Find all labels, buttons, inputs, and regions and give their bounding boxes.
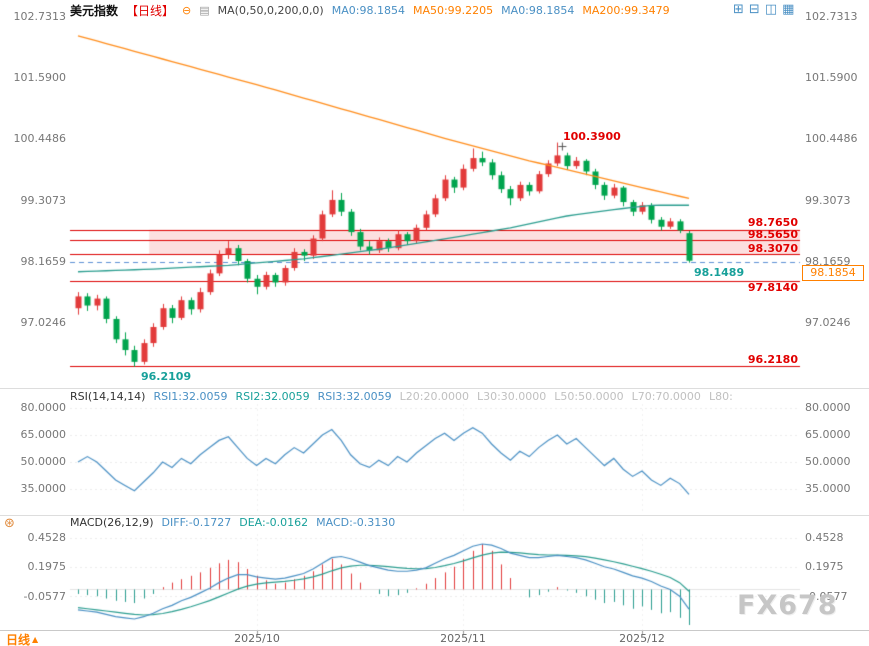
indicator-icon[interactable]: ⊛ [4, 516, 15, 531]
period-selector-button[interactable]: 日线 ▲ [6, 631, 38, 646]
rsi-y-tick: 50.0000 [20, 455, 67, 468]
rsi1-value: RSI1:32.0059 [153, 390, 228, 403]
panel-separator [0, 515, 869, 516]
main-y-tick: 99.3073 [20, 194, 67, 207]
ma50-value: MA50:99.2205 [412, 4, 494, 17]
level-price-label: 98.5650 [747, 228, 798, 241]
rsi-level-l70: L70:70.0000 [631, 390, 701, 403]
macd-value: MACD:-0.3130 [316, 516, 396, 529]
macd-y-tick: -0.0577 [805, 590, 848, 603]
macd-diff-value: DIFF:-0.1727 [161, 516, 232, 529]
main-y-tick: 100.4486 [13, 132, 67, 145]
current-price-badge: 98.1854 [802, 265, 864, 281]
rsi-y-tick: 65.0000 [20, 428, 67, 441]
main-y-tick: 98.1659 [805, 255, 851, 268]
ma-settings-icon[interactable]: ▤ [199, 4, 210, 17]
rsi-level-l80: L80: [708, 390, 733, 403]
macd-y-tick: 0.1975 [27, 560, 67, 573]
watermark: FX678 [737, 590, 838, 621]
rsi-y-tick: 80.0000 [20, 401, 67, 414]
layout-split-vertical-icon[interactable]: ◫ [764, 2, 778, 17]
main-y-tick: 97.0246 [20, 316, 67, 329]
rsi-y-tick: 35.0000 [805, 482, 851, 495]
rsi3-value: RSI3:32.0059 [317, 390, 392, 403]
layout-toolbar: ⊞ ⊟ ◫ ▦ [733, 2, 794, 17]
rsi-level-l50: L50:50.0000 [554, 390, 624, 403]
rsi-y-tick: 50.0000 [805, 455, 851, 468]
macd-y-tick: 0.4528 [805, 531, 844, 544]
main-y-tick: 97.0246 [805, 316, 851, 329]
rsi-level-l30: L30:30.0000 [476, 390, 547, 403]
main-y-tick: 101.5900 [13, 71, 67, 84]
rsi-header: RSI(14,14,14) RSI1:32.0059 RSI2:32.0059 … [70, 390, 733, 403]
low-price-annotation: 96.2109 [141, 370, 192, 383]
chevron-up-icon: ▲ [32, 635, 39, 644]
macd-header: MACD(26,12,9) DIFF:-0.1727 DEA:-0.0162 M… [70, 516, 395, 529]
macd-y-tick: 0.4528 [27, 531, 67, 544]
macd-dea-value: DEA:-0.0162 [239, 516, 309, 529]
rsi-y-tick: 35.0000 [20, 482, 67, 495]
last-low-annotation: 98.1489 [694, 266, 745, 279]
layout-split-2-icon[interactable]: ⊟ [748, 2, 760, 17]
rsi-level-l20: L20:20.0000 [399, 390, 469, 403]
level-price-label: 96.2180 [747, 353, 798, 366]
x-axis-line [0, 630, 869, 631]
x-axis-label: 2025/10 [234, 632, 280, 645]
collapse-icon[interactable]: ⊖ [182, 4, 192, 17]
main-y-tick: 98.1659 [20, 255, 67, 268]
main-y-tick: 99.3073 [805, 194, 851, 207]
macd-y-tick: 0.1975 [805, 560, 844, 573]
high-price-annotation: 100.3900 [563, 130, 621, 143]
symbol-title: 美元指数 [70, 4, 119, 18]
x-axis-label: 2025/12 [619, 632, 665, 645]
ma200-value: MA200:99.3479 [582, 4, 670, 17]
layout-single-icon[interactable]: ⊞ [733, 2, 744, 17]
ma0-value: MA0:98.1854 [331, 4, 405, 17]
level-price-label: 97.8140 [747, 281, 798, 294]
ma0-value-2: MA0:98.1854 [501, 4, 575, 17]
main-y-tick: 102.7313 [805, 10, 858, 23]
main-chart-header: 美元指数 【日线】 ⊖ ▤ MA(0,50,0,200,0,0) MA0:98.… [70, 2, 670, 19]
rsi-title: RSI(14,14,14) [70, 390, 146, 403]
main-y-tick: 102.7313 [13, 10, 67, 23]
x-axis-label: 2025/11 [440, 632, 486, 645]
period-selector-label: 日线 [6, 633, 31, 646]
rsi-y-tick: 80.0000 [805, 401, 851, 414]
panel-separator [0, 388, 869, 389]
macd-y-tick: -0.0577 [23, 590, 66, 603]
level-price-label: 98.7650 [747, 216, 798, 229]
ma-settings-label: MA(0,50,0,200,0,0) [217, 4, 324, 17]
macd-title: MACD(26,12,9) [70, 516, 154, 529]
period-label: 【日线】 [126, 4, 175, 18]
main-y-tick: 100.4486 [805, 132, 858, 145]
level-price-label: 98.3070 [747, 242, 798, 255]
layout-grid-icon[interactable]: ▦ [782, 2, 795, 17]
main-y-tick: 101.5900 [805, 71, 858, 84]
rsi2-value: RSI2:32.0059 [235, 390, 310, 403]
rsi-y-tick: 65.0000 [805, 428, 851, 441]
